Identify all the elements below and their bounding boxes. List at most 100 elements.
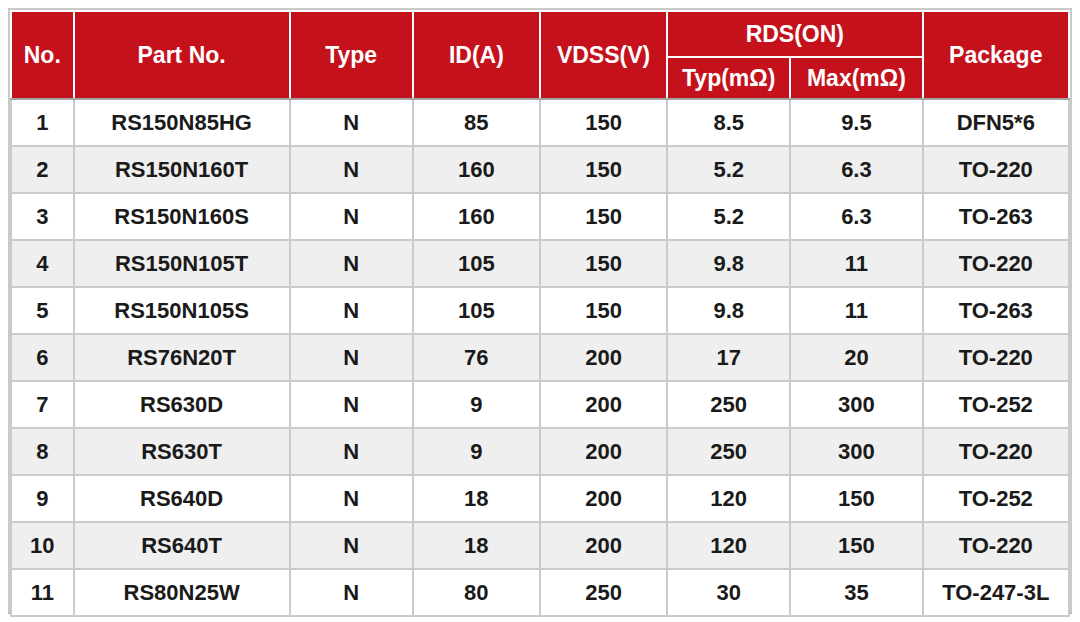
cell-package: TO-220: [923, 240, 1069, 287]
cell-rds-typ: 250: [667, 381, 790, 428]
cell-rds-max: 20: [790, 334, 922, 381]
cell-vdss-v: 150: [540, 146, 667, 193]
cell-id-a: 160: [413, 193, 540, 240]
cell-id-a: 80: [413, 569, 540, 616]
cell-id-a: 105: [413, 240, 540, 287]
cell-no: 2: [11, 146, 74, 193]
cell-rds-max: 300: [790, 428, 922, 475]
mosfet-table: No. Part No. Type ID(A) VDSS(V) RDS(ON) …: [10, 10, 1070, 617]
cell-no: 11: [11, 569, 74, 616]
cell-type: N: [290, 240, 413, 287]
cell-type: N: [290, 522, 413, 569]
cell-package: TO-220: [923, 334, 1069, 381]
cell-type: N: [290, 569, 413, 616]
header-id-a: ID(A): [413, 11, 540, 99]
cell-rds-typ: 250: [667, 428, 790, 475]
cell-rds-typ: 5.2: [667, 146, 790, 193]
table-row: 8 RS630T N 9 200 250 300 TO-220: [11, 428, 1069, 475]
parts-spec-table: No. Part No. Type ID(A) VDSS(V) RDS(ON) …: [8, 8, 1072, 614]
cell-no: 10: [11, 522, 74, 569]
cell-rds-typ: 8.5: [667, 99, 790, 146]
header-typ-mohm: Typ(mΩ): [667, 57, 790, 99]
cell-rds-typ: 5.2: [667, 193, 790, 240]
cell-id-a: 18: [413, 522, 540, 569]
cell-vdss-v: 200: [540, 428, 667, 475]
cell-no: 7: [11, 381, 74, 428]
cell-no: 9: [11, 475, 74, 522]
table-header: No. Part No. Type ID(A) VDSS(V) RDS(ON) …: [11, 11, 1069, 99]
cell-vdss-v: 250: [540, 569, 667, 616]
cell-vdss-v: 150: [540, 240, 667, 287]
cell-id-a: 85: [413, 99, 540, 146]
cell-vdss-v: 200: [540, 475, 667, 522]
cell-package: TO-252: [923, 475, 1069, 522]
cell-package: TO-263: [923, 193, 1069, 240]
cell-part-no: RS150N160T: [74, 146, 290, 193]
header-rds-on: RDS(ON): [667, 11, 922, 57]
cell-rds-max: 6.3: [790, 146, 922, 193]
cell-rds-typ: 9.8: [667, 287, 790, 334]
table-row: 3 RS150N160S N 160 150 5.2 6.3 TO-263: [11, 193, 1069, 240]
cell-vdss-v: 200: [540, 381, 667, 428]
cell-id-a: 105: [413, 287, 540, 334]
header-max-mohm: Max(mΩ): [790, 57, 922, 99]
cell-vdss-v: 200: [540, 334, 667, 381]
cell-package: TO-220: [923, 428, 1069, 475]
cell-no: 6: [11, 334, 74, 381]
table-row: 6 RS76N20T N 76 200 17 20 TO-220: [11, 334, 1069, 381]
cell-rds-max: 9.5: [790, 99, 922, 146]
cell-vdss-v: 150: [540, 193, 667, 240]
cell-id-a: 76: [413, 334, 540, 381]
cell-part-no: RS76N20T: [74, 334, 290, 381]
cell-type: N: [290, 193, 413, 240]
cell-type: N: [290, 381, 413, 428]
cell-rds-max: 11: [790, 240, 922, 287]
cell-vdss-v: 150: [540, 287, 667, 334]
cell-part-no: RS150N105T: [74, 240, 290, 287]
cell-package: TO-220: [923, 522, 1069, 569]
cell-part-no: RS150N85HG: [74, 99, 290, 146]
cell-rds-typ: 9.8: [667, 240, 790, 287]
table-row: 10 RS640T N 18 200 120 150 TO-220: [11, 522, 1069, 569]
cell-package: DFN5*6: [923, 99, 1069, 146]
cell-id-a: 9: [413, 428, 540, 475]
cell-rds-max: 150: [790, 475, 922, 522]
cell-type: N: [290, 287, 413, 334]
cell-part-no: RS150N160S: [74, 193, 290, 240]
cell-vdss-v: 150: [540, 99, 667, 146]
cell-package: TO-263: [923, 287, 1069, 334]
cell-rds-max: 300: [790, 381, 922, 428]
cell-part-no: RS630D: [74, 381, 290, 428]
cell-id-a: 9: [413, 381, 540, 428]
cell-rds-max: 150: [790, 522, 922, 569]
cell-rds-max: 6.3: [790, 193, 922, 240]
cell-id-a: 160: [413, 146, 540, 193]
cell-rds-typ: 120: [667, 475, 790, 522]
cell-package: TO-252: [923, 381, 1069, 428]
cell-type: N: [290, 475, 413, 522]
cell-no: 8: [11, 428, 74, 475]
cell-rds-typ: 120: [667, 522, 790, 569]
cell-part-no: RS630T: [74, 428, 290, 475]
cell-no: 5: [11, 287, 74, 334]
table-row: 2 RS150N160T N 160 150 5.2 6.3 TO-220: [11, 146, 1069, 193]
cell-part-no: RS640D: [74, 475, 290, 522]
cell-package: TO-247-3L: [923, 569, 1069, 616]
cell-no: 1: [11, 99, 74, 146]
cell-type: N: [290, 146, 413, 193]
header-type: Type: [290, 11, 413, 99]
header-package: Package: [923, 11, 1069, 99]
cell-package: TO-220: [923, 146, 1069, 193]
cell-no: 3: [11, 193, 74, 240]
table-row: 11 RS80N25W N 80 250 30 35 TO-247-3L: [11, 569, 1069, 616]
header-no: No.: [11, 11, 74, 99]
cell-rds-typ: 17: [667, 334, 790, 381]
cell-part-no: RS640T: [74, 522, 290, 569]
cell-part-no: RS80N25W: [74, 569, 290, 616]
table-row: 5 RS150N105S N 105 150 9.8 11 TO-263: [11, 287, 1069, 334]
cell-no: 4: [11, 240, 74, 287]
cell-rds-max: 35: [790, 569, 922, 616]
cell-part-no: RS150N105S: [74, 287, 290, 334]
header-vdss-v: VDSS(V): [540, 11, 667, 99]
cell-type: N: [290, 428, 413, 475]
